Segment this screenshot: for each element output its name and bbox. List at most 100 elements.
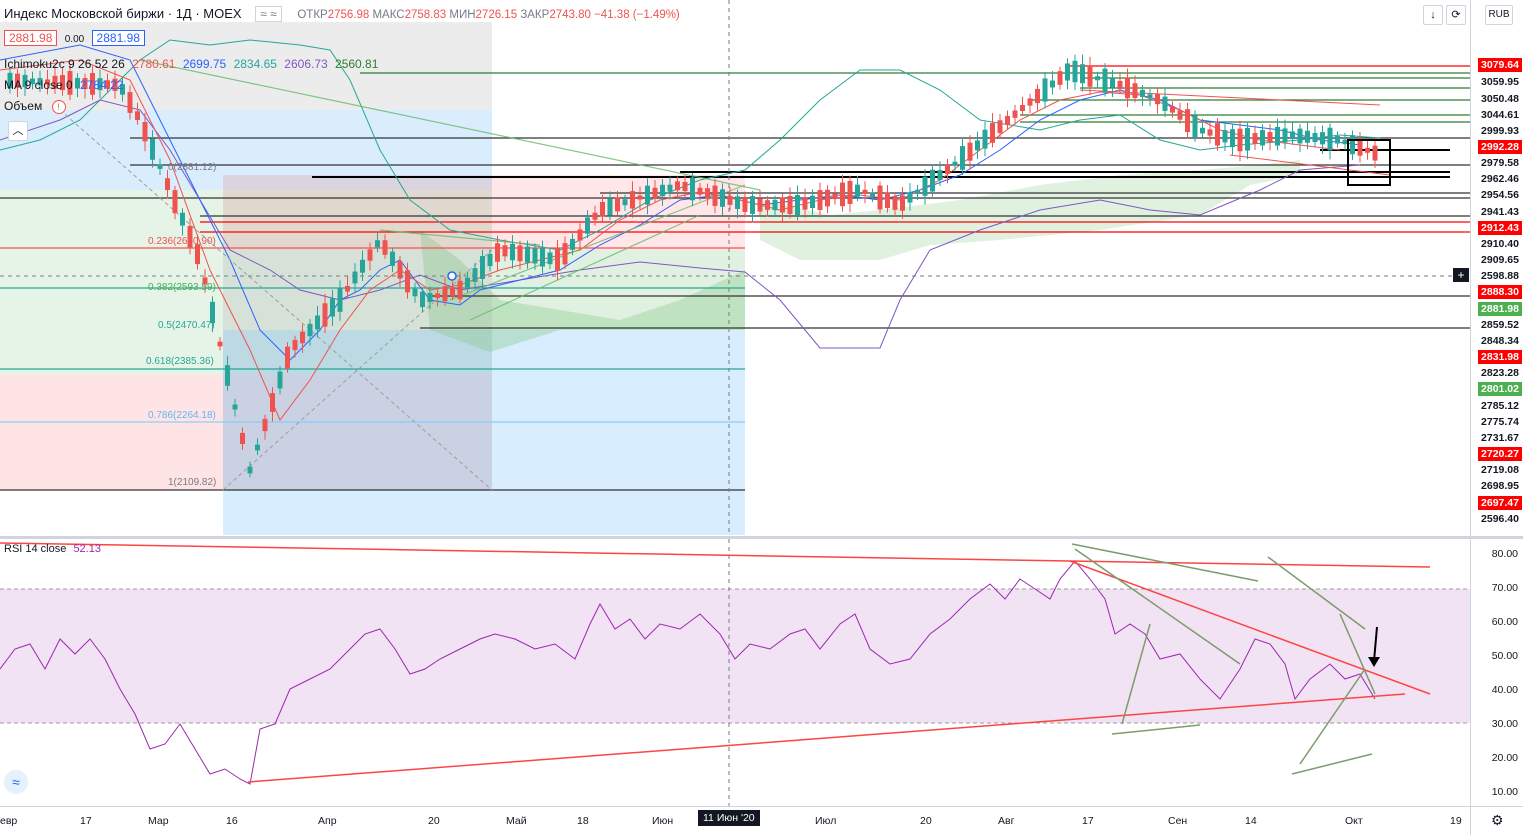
currency-button[interactable]: RUB bbox=[1485, 5, 1513, 25]
rsi-legend[interactable]: RSI 14 close 52.13 bbox=[4, 543, 101, 555]
candle-body bbox=[1087, 65, 1093, 87]
price-chart-pane[interactable]: 0(2881.12) 0.236(2660.90) 0.382(2593.59) 0.… bbox=[0, 0, 1470, 536]
candle-body bbox=[532, 248, 538, 264]
candle-body bbox=[7, 72, 13, 89]
price-axis-label: 2598.88 bbox=[1481, 270, 1519, 282]
candle-body bbox=[697, 187, 703, 195]
candle-body bbox=[877, 185, 883, 210]
time-axis-label: Июл bbox=[815, 815, 837, 827]
candle-body bbox=[847, 181, 853, 204]
candle-body bbox=[525, 246, 530, 263]
tradingview-logo-icon[interactable]: ≈ bbox=[4, 770, 28, 794]
candle-body bbox=[787, 195, 793, 215]
symbol-legend: Индекс Московской биржи · 1Д · MOEX ≈ ≈ … bbox=[4, 6, 680, 22]
rsi-axis-label: 80.00 bbox=[1491, 548, 1518, 560]
candle-body bbox=[1050, 80, 1055, 88]
candle-body bbox=[1290, 131, 1295, 140]
candle-body bbox=[945, 164, 950, 174]
candle-body bbox=[180, 212, 185, 226]
price-chart-canvas[interactable] bbox=[0, 0, 1470, 536]
compare-toggle-button[interactable]: ≈ ≈ bbox=[255, 6, 282, 22]
candle-body bbox=[795, 195, 800, 215]
rsi-canvas[interactable] bbox=[0, 539, 1470, 806]
candle-body bbox=[930, 169, 935, 192]
candle-body bbox=[112, 78, 118, 91]
candle-body bbox=[97, 78, 103, 91]
price-axis[interactable]: RUB 3079.64 3059.95 3050.48 3044.61 2999.93 2… bbox=[1470, 0, 1523, 536]
candle-body bbox=[1350, 135, 1355, 155]
time-axis-label: 14 bbox=[1245, 815, 1257, 827]
pane-separator[interactable] bbox=[0, 536, 1523, 539]
candle-body bbox=[277, 371, 283, 389]
candle-body bbox=[322, 303, 328, 327]
warning-icon[interactable]: ! bbox=[51, 100, 66, 114]
price-axis-label: 2979.58 bbox=[1481, 157, 1519, 169]
time-axis-label: Окт bbox=[1345, 815, 1363, 827]
candle-body bbox=[1080, 64, 1085, 84]
time-axis[interactable]: евр 17 Мар 16 Апр 20 Май 18 Июн Июл 20 Авг 17 Сен 14 Ок… bbox=[0, 806, 1470, 835]
candle-body bbox=[420, 291, 425, 308]
candle-body bbox=[1237, 128, 1243, 152]
candle-body bbox=[412, 288, 418, 297]
candle-body bbox=[772, 199, 778, 211]
candle-body bbox=[1215, 123, 1220, 146]
download-arrow-icon[interactable]: ↓ bbox=[1423, 5, 1443, 25]
candle-body bbox=[255, 444, 260, 451]
rsi-axis-label: 30.00 bbox=[1491, 718, 1518, 730]
candle-body bbox=[975, 140, 980, 151]
candle-body bbox=[1282, 128, 1288, 143]
candle-body bbox=[667, 184, 673, 192]
crosshair-plus-icon[interactable]: + bbox=[1453, 268, 1469, 282]
candle-body bbox=[607, 198, 613, 216]
price-axis-label: 3079.64 bbox=[1478, 58, 1522, 72]
candle-body bbox=[885, 192, 890, 208]
candle-body bbox=[1372, 145, 1378, 161]
candle-body bbox=[832, 193, 838, 200]
time-axis-label: 17 bbox=[1082, 815, 1094, 827]
candle-body bbox=[1140, 89, 1145, 98]
ichimoku-legend[interactable]: Ichimoku2c 9 26 52 26 2780.61 2699.75 28… bbox=[4, 57, 379, 71]
refresh-icon[interactable]: ⟳ bbox=[1446, 5, 1466, 25]
volume-legend[interactable]: Объем ! bbox=[4, 99, 66, 114]
candle-body bbox=[1005, 115, 1010, 125]
price-axis-label: 2785.12 bbox=[1481, 400, 1519, 412]
collapse-legend-button[interactable]: ︿ bbox=[8, 121, 28, 141]
candle-body bbox=[1020, 104, 1025, 112]
buy-price-button[interactable]: 2881.98 bbox=[91, 30, 145, 46]
candle-body bbox=[405, 270, 410, 293]
price-axis-label: 2859.52 bbox=[1481, 319, 1519, 331]
price-axis-label: 2697.47 bbox=[1478, 496, 1522, 510]
time-axis-label: 16 bbox=[226, 815, 238, 827]
highlight-box bbox=[1347, 139, 1391, 186]
candle-body bbox=[127, 92, 133, 113]
price-axis-label: 2698.95 bbox=[1481, 480, 1519, 492]
price-axis-label: 2999.93 bbox=[1481, 125, 1519, 137]
price-axis-label: 2910.40 bbox=[1481, 238, 1519, 250]
gear-icon[interactable]: ⚙ bbox=[1491, 812, 1504, 828]
candle-body bbox=[67, 71, 73, 95]
candle-body bbox=[82, 78, 88, 90]
time-axis-label: 17 bbox=[80, 815, 92, 827]
candle-body bbox=[472, 268, 478, 282]
sell-price-button[interactable]: 2881.98 bbox=[4, 30, 58, 46]
candle-body bbox=[720, 189, 725, 207]
ma-legend[interactable]: MA 9 close 0 2784.22 bbox=[4, 78, 124, 92]
spread-value: 0.00 bbox=[64, 34, 85, 45]
price-axis-label: 2881.98 bbox=[1478, 302, 1522, 316]
candle-body bbox=[270, 393, 275, 412]
rsi-pane[interactable]: RSI 14 close 52.13 bbox=[0, 539, 1470, 806]
candle-body bbox=[60, 75, 65, 91]
price-axis-label: 2801.02 bbox=[1478, 382, 1522, 396]
candle-body bbox=[1267, 132, 1273, 142]
candle-body bbox=[1245, 127, 1250, 151]
candle-body bbox=[225, 365, 230, 386]
candle-body bbox=[37, 78, 43, 86]
rsi-axis[interactable]: 80.00 70.00 60.00 50.00 40.00 30.00 20.00 10.00 bbox=[1470, 539, 1523, 806]
candle-body bbox=[660, 184, 665, 197]
settings-corner[interactable]: ⚙ bbox=[1470, 806, 1523, 835]
candle-body bbox=[1132, 83, 1138, 98]
candle-body bbox=[307, 323, 313, 337]
candle-body bbox=[1320, 132, 1325, 145]
candle-body bbox=[555, 248, 560, 271]
candle-body bbox=[1305, 130, 1310, 143]
